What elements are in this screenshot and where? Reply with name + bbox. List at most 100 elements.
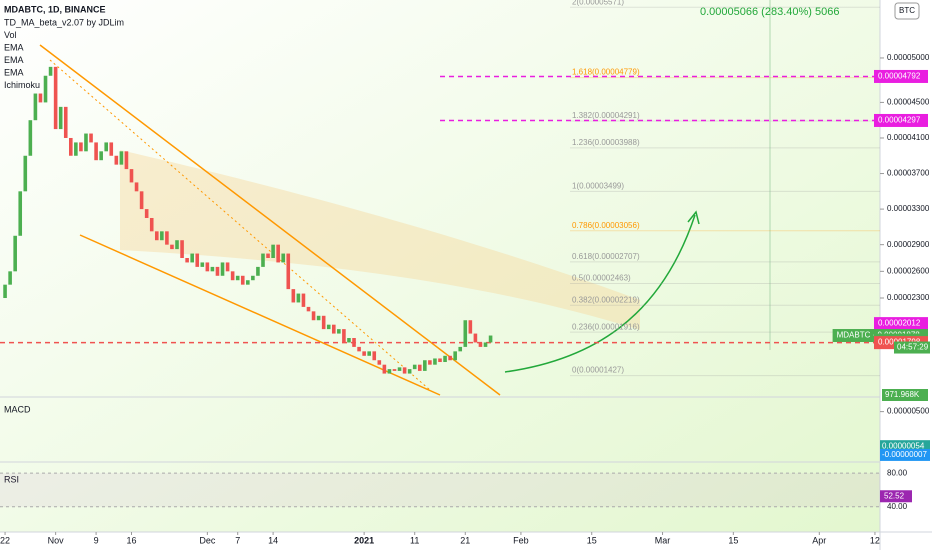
candle-body — [352, 338, 356, 347]
candle-body — [433, 358, 437, 365]
candle-body — [43, 75, 48, 103]
volume-label-box — [882, 389, 928, 401]
x-tick-label: 9 — [94, 535, 99, 545]
candle-body — [3, 284, 7, 299]
symbol-title: MDABTC, 1D, BINANCE — [4, 4, 106, 14]
candle-body — [154, 231, 159, 241]
candle-body — [149, 217, 154, 232]
price-label-box — [874, 113, 928, 127]
x-tick-label: Feb — [513, 535, 529, 545]
candle-body — [99, 151, 103, 161]
candle-body — [397, 367, 402, 371]
candle-body — [246, 280, 250, 285]
candle-body — [438, 358, 442, 363]
rsi-label: 52.52 — [884, 491, 905, 500]
candle-body — [326, 324, 331, 330]
candle-body — [316, 315, 321, 321]
candle-body — [104, 142, 109, 152]
candle-body — [235, 275, 240, 281]
candle-body — [160, 231, 164, 241]
candle-body — [271, 244, 275, 258]
candle-body — [69, 137, 73, 156]
candle-body — [53, 66, 58, 130]
y-tick-label: 0.00003300 — [887, 204, 930, 213]
candle-body — [210, 266, 215, 272]
candle-body — [402, 367, 407, 374]
macd-label: -0.00000007 — [882, 450, 927, 459]
candle-body — [185, 257, 189, 263]
candle-body — [311, 311, 316, 321]
candle-body — [200, 262, 205, 267]
candle-body — [281, 253, 286, 263]
y-tick-label: 0.00003700 — [887, 169, 930, 178]
candle-body — [387, 369, 392, 374]
candle-body — [225, 262, 230, 272]
fib-label: 0.786(0.00003056) — [572, 221, 640, 230]
candle-body — [473, 333, 478, 343]
arrow — [504, 214, 696, 373]
price-label-box — [874, 69, 928, 83]
candle-body — [261, 253, 265, 267]
candle-body — [286, 253, 291, 290]
countdown: 04:57:29 — [897, 343, 929, 352]
candle-body — [483, 342, 488, 347]
fib-label: 1.382(0.00004291) — [572, 111, 640, 120]
candle-body — [296, 293, 301, 303]
fib-label: 1.618(0.00004779) — [572, 68, 640, 77]
trend-line — [39, 44, 501, 396]
fib-label: 0.236(0.00001916) — [572, 322, 640, 331]
candle-body — [28, 120, 33, 156]
ichimoku-cloud — [120, 150, 640, 330]
candle-body — [195, 253, 200, 267]
price-label: 0.00002012 — [878, 319, 921, 328]
x-tick-label: 2021 — [354, 535, 374, 545]
candle-body — [423, 360, 427, 371]
x-tick-label: 12 — [870, 535, 880, 545]
indicator-name: Vol — [4, 30, 17, 40]
y-tick-label: 0.00004500 — [887, 98, 930, 107]
candle-body — [220, 262, 225, 276]
candle-body — [448, 355, 452, 361]
fib-label: 0.618(0.00002707) — [572, 252, 640, 261]
x-tick-label: Apr — [812, 535, 826, 545]
currency: BTC — [899, 6, 915, 15]
candle-body — [301, 293, 306, 307]
candle-body — [453, 351, 457, 361]
candle-body — [175, 240, 179, 250]
candle-body — [13, 235, 17, 272]
candle-body — [139, 191, 144, 210]
candle-body — [180, 240, 184, 258]
y-tick-label: 0.00002600 — [887, 266, 930, 275]
candle-body — [134, 182, 139, 192]
candle-body — [407, 369, 412, 374]
candle-body — [331, 324, 336, 334]
candle-body — [89, 133, 93, 143]
x-tick-label: Mar — [655, 535, 671, 545]
candle-body — [205, 262, 210, 272]
candle-body — [38, 93, 43, 103]
candle-body — [488, 335, 493, 343]
rsi-band — [0, 473, 880, 507]
candle-body — [119, 151, 124, 165]
fib-label: 0.5(0.00002463) — [572, 274, 631, 283]
candle-body — [357, 346, 361, 352]
x-tick-label: 11 — [410, 535, 419, 545]
price-label-box — [874, 317, 928, 331]
pane-title: MACD — [4, 404, 31, 414]
candle-body — [240, 275, 245, 285]
candle-body — [362, 351, 366, 356]
candle-body — [367, 351, 371, 356]
fib-label: 0(0.00001427) — [572, 366, 624, 375]
candle-body — [18, 191, 23, 236]
x-tick-label: 16 — [126, 535, 136, 545]
candle-body — [190, 253, 194, 263]
candle-body — [458, 346, 463, 352]
x-tick-label: 14 — [268, 535, 278, 545]
candle-body — [215, 266, 220, 276]
candle-body — [347, 338, 351, 343]
candle-body — [58, 106, 63, 130]
candle-body — [276, 244, 280, 263]
candle-body — [144, 209, 149, 218]
macd-label-box — [880, 448, 930, 461]
